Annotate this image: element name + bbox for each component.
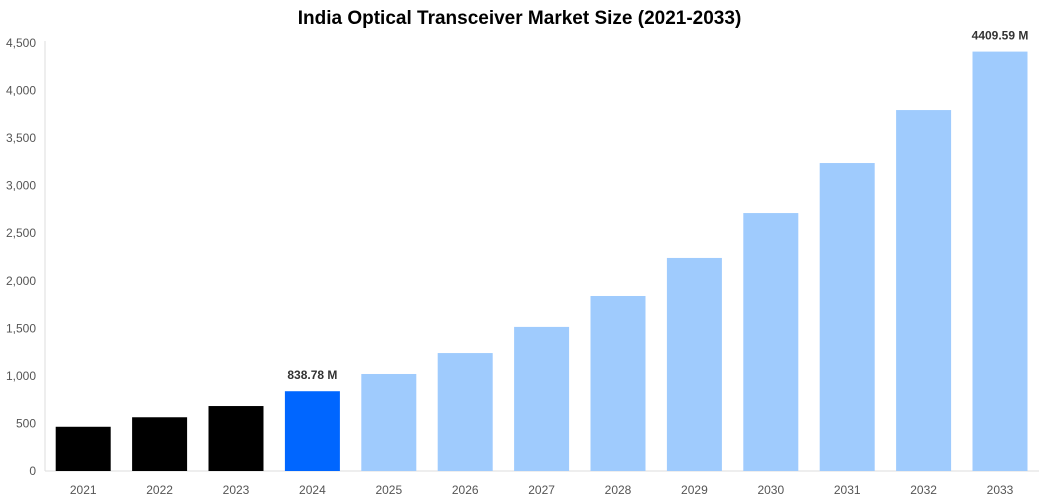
x-tick-label: 2024 — [299, 483, 326, 497]
y-tick-label: 4,500 — [6, 36, 36, 50]
bar-2023 — [208, 406, 264, 471]
bar-2024 — [284, 391, 340, 471]
y-tick-label: 3,000 — [6, 179, 36, 193]
y-tick-label: 1,000 — [6, 369, 36, 383]
y-tick-label: 1,500 — [6, 321, 36, 335]
x-tick-label: 2033 — [987, 483, 1014, 497]
x-tick-label: 2032 — [910, 483, 937, 497]
bar-2032 — [896, 110, 952, 471]
bar-2027 — [514, 326, 570, 471]
bar-2021 — [55, 426, 111, 471]
x-tick-label: 2031 — [834, 483, 861, 497]
x-tick-label: 2023 — [223, 483, 250, 497]
y-tick-label: 4,000 — [6, 84, 36, 98]
data-label: 838.78 M — [287, 368, 337, 382]
bar-2022 — [132, 417, 188, 471]
x-tick-label: 2030 — [757, 483, 784, 497]
x-tick-label: 2025 — [375, 483, 402, 497]
y-tick-label: 2,500 — [6, 226, 36, 240]
x-tick-label: 2021 — [70, 483, 97, 497]
x-tick-label: 2029 — [681, 483, 708, 497]
bar-2025 — [361, 373, 417, 471]
bar-2033 — [972, 51, 1028, 471]
y-tick-label: 2,000 — [6, 274, 36, 288]
x-tick-label: 2026 — [452, 483, 479, 497]
y-tick-label: 3,500 — [6, 131, 36, 145]
data-label: 4409.59 M — [972, 29, 1029, 43]
bar-2031 — [819, 163, 875, 472]
bar-2026 — [437, 353, 493, 471]
bar-2029 — [666, 257, 722, 471]
bar-2030 — [743, 213, 799, 472]
x-tick-label: 2028 — [605, 483, 632, 497]
x-tick-label: 2027 — [528, 483, 555, 497]
bar-2028 — [590, 295, 646, 471]
y-tick-label: 0 — [29, 464, 36, 478]
chart-title: India Optical Transceiver Market Size (2… — [297, 8, 742, 29]
x-tick-label: 2022 — [146, 483, 173, 497]
y-tick-label: 500 — [16, 416, 36, 430]
